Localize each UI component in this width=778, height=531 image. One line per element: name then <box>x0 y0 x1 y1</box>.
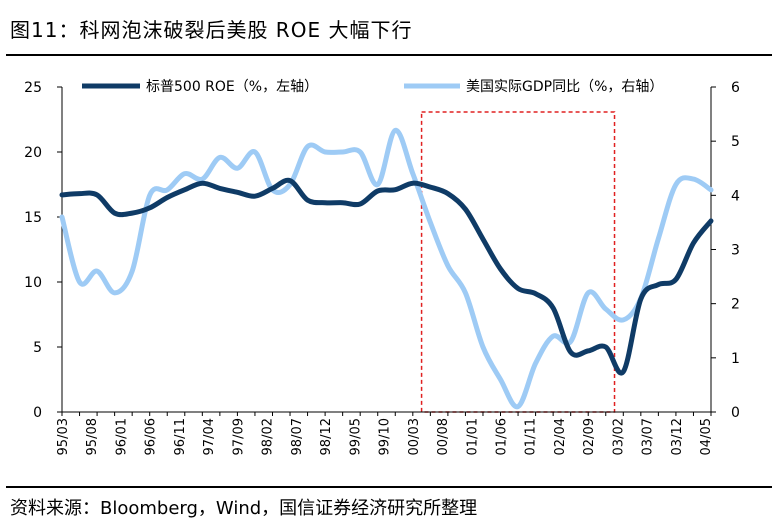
legend: 标普500 ROE（%，左轴） 美国实际GDP同比（%，右轴） <box>82 79 663 95</box>
x-tick-label: 01/01 <box>465 418 480 455</box>
right-tick-label: 3 <box>731 243 740 259</box>
right-tick-label: 2 <box>731 297 740 313</box>
series-line-roe <box>59 177 714 376</box>
right-tick-label: 0 <box>731 405 740 421</box>
x-tick-label: 04/05 <box>699 418 714 455</box>
right-tick-label: 4 <box>731 188 740 204</box>
source-note: 资料来源：Bloomberg，Wind，国信证券经济研究所整理 <box>10 498 478 519</box>
x-tick-label: 02/09 <box>582 418 597 455</box>
x-tick-label: 95/03 <box>56 418 71 455</box>
x-tick-label: 96/06 <box>144 418 159 455</box>
x-tick-label: 00/03 <box>407 418 422 455</box>
series-line-gdp <box>59 127 714 410</box>
x-tick-label: 99/05 <box>348 418 363 455</box>
highlight-layer <box>420 111 616 413</box>
left-tick-label: 25 <box>24 80 42 96</box>
title-divider <box>6 54 772 56</box>
x-tick-label: 01/06 <box>495 418 510 455</box>
source-divider <box>6 486 772 488</box>
right-tick-label: 5 <box>731 134 740 150</box>
left-tick-label: 5 <box>33 340 42 356</box>
x-tick-label: 97/04 <box>202 418 217 455</box>
x-tick-label: 03/12 <box>670 418 685 455</box>
x-tick-label: 03/02 <box>611 418 626 455</box>
left-tick-label: 15 <box>24 210 42 226</box>
x-tick-label: 98/12 <box>319 418 334 455</box>
x-tick-label: 01/11 <box>524 418 539 455</box>
series-layer <box>59 127 714 410</box>
left-tick-label: 0 <box>33 405 42 421</box>
x-tick-label: 95/08 <box>85 418 100 455</box>
x-tick-label: 96/11 <box>173 418 188 455</box>
x-tick-label: 00/08 <box>436 418 451 455</box>
chart-title: 图11：科网泡沫破裂后美股 ROE 大幅下行 <box>10 18 413 42</box>
right-tick-label: 6 <box>731 80 740 96</box>
x-tick-label: 03/07 <box>641 418 656 455</box>
x-tick-label: 02/04 <box>553 418 568 455</box>
x-tick-label: 98/02 <box>261 418 276 455</box>
x-tick-label: 97/09 <box>231 418 246 455</box>
left-tick-label: 10 <box>24 275 42 291</box>
left-tick-label: 20 <box>24 145 42 161</box>
axes-layer: 0 5 10 15 20 25 0 1 2 3 4 5 6 95/03 95/08 96/01 96/06 96/… <box>24 80 740 455</box>
right-tick-label: 1 <box>731 351 740 367</box>
x-tick-label: 98/07 <box>290 418 305 455</box>
x-tick-label: 96/01 <box>114 418 129 455</box>
legend-label-roe: 标普500 ROE（%，左轴） <box>146 79 318 95</box>
highlight-box <box>420 111 616 413</box>
x-tick-label: 99/10 <box>378 418 393 455</box>
legend-label-gdp: 美国实际GDP同比（%，右轴） <box>466 79 663 95</box>
